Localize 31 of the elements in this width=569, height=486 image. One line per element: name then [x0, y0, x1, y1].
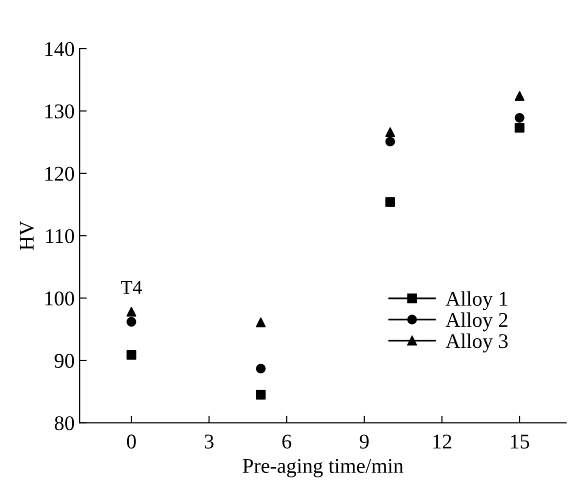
point — [385, 136, 396, 146]
point — [514, 112, 524, 123]
legend-label: Alloy 3 — [446, 334, 508, 352]
x-tick-label: 3 — [204, 434, 214, 449]
point — [126, 316, 136, 327]
point — [385, 127, 396, 138]
y-tick-label: 140 — [45, 42, 74, 56]
x-tick-label: 15 — [510, 434, 530, 449]
x-tick-label: 0 — [127, 434, 136, 449]
point — [256, 364, 266, 374]
y-tick-label: 130 — [45, 104, 74, 118]
point — [126, 350, 136, 360]
point — [126, 306, 136, 317]
y-axis-title: HV — [20, 220, 34, 250]
annotation: T4 — [120, 280, 142, 294]
x-axis-title: Pre-aging time/min — [242, 458, 404, 478]
y-tick-label: 120 — [45, 166, 74, 181]
x-tick-label: 9 — [360, 434, 369, 449]
y-tick-label: 110 — [46, 229, 74, 244]
point — [256, 318, 266, 328]
x-tick-label: 6 — [282, 434, 292, 449]
legend-label: Alloy 2 — [446, 312, 508, 332]
point — [514, 122, 524, 133]
legend-label: Alloy 1 — [446, 291, 508, 310]
point — [256, 390, 266, 400]
y-tick-label: 90 — [54, 354, 74, 368]
x-tick-label: 12 — [433, 434, 452, 448]
point — [514, 91, 524, 101]
point — [385, 197, 396, 207]
y-tick-label: 80 — [54, 416, 74, 430]
y-tick-label: 100 — [45, 291, 74, 306]
